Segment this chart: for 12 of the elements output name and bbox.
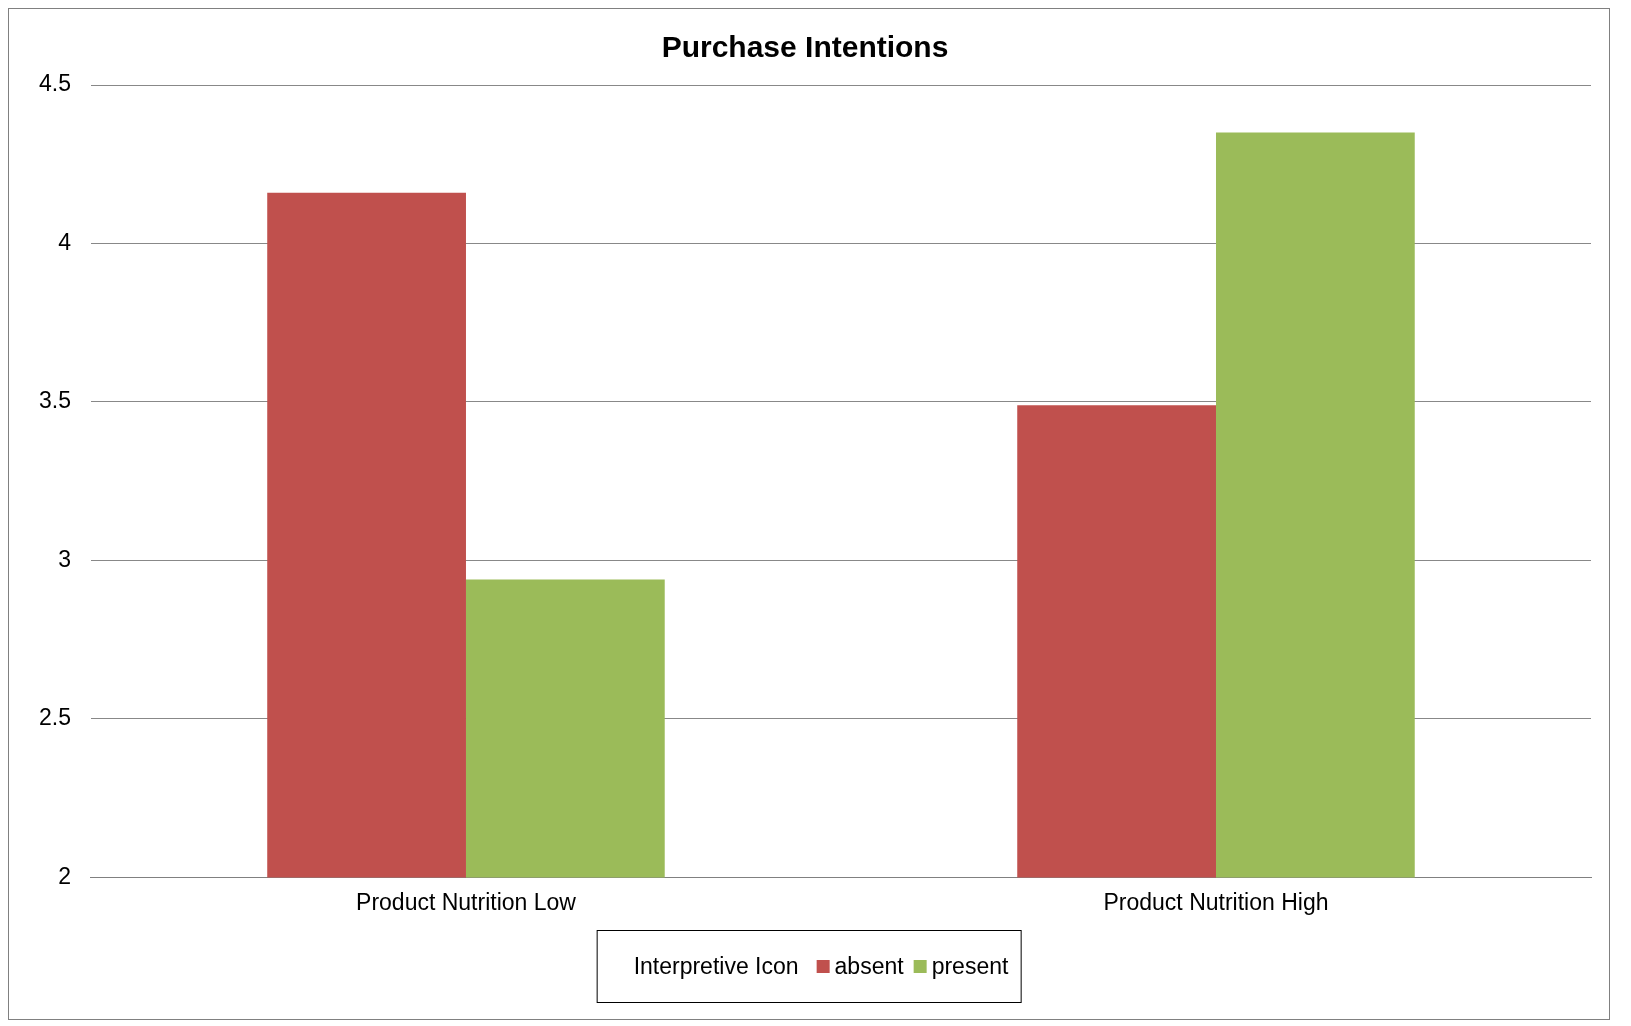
legend-title: Interpretive Icon <box>633 953 799 980</box>
legend-label: present <box>930 953 1009 980</box>
chart-title: Purchase Intentions <box>661 30 949 64</box>
x-tick-label: Product Nutrition High <box>1103 888 1329 915</box>
y-tick-label: 2.5 <box>38 704 71 731</box>
y-tick-label: 3 <box>58 545 71 572</box>
x-tick-label: Product Nutrition Low <box>356 888 577 915</box>
y-tick-label: 4.5 <box>38 70 71 97</box>
y-tick-label: 4 <box>58 228 72 255</box>
legend-label: absent <box>833 953 904 980</box>
y-tick-label: 2 <box>58 862 71 889</box>
y-tick-label: 3.5 <box>38 387 71 414</box>
